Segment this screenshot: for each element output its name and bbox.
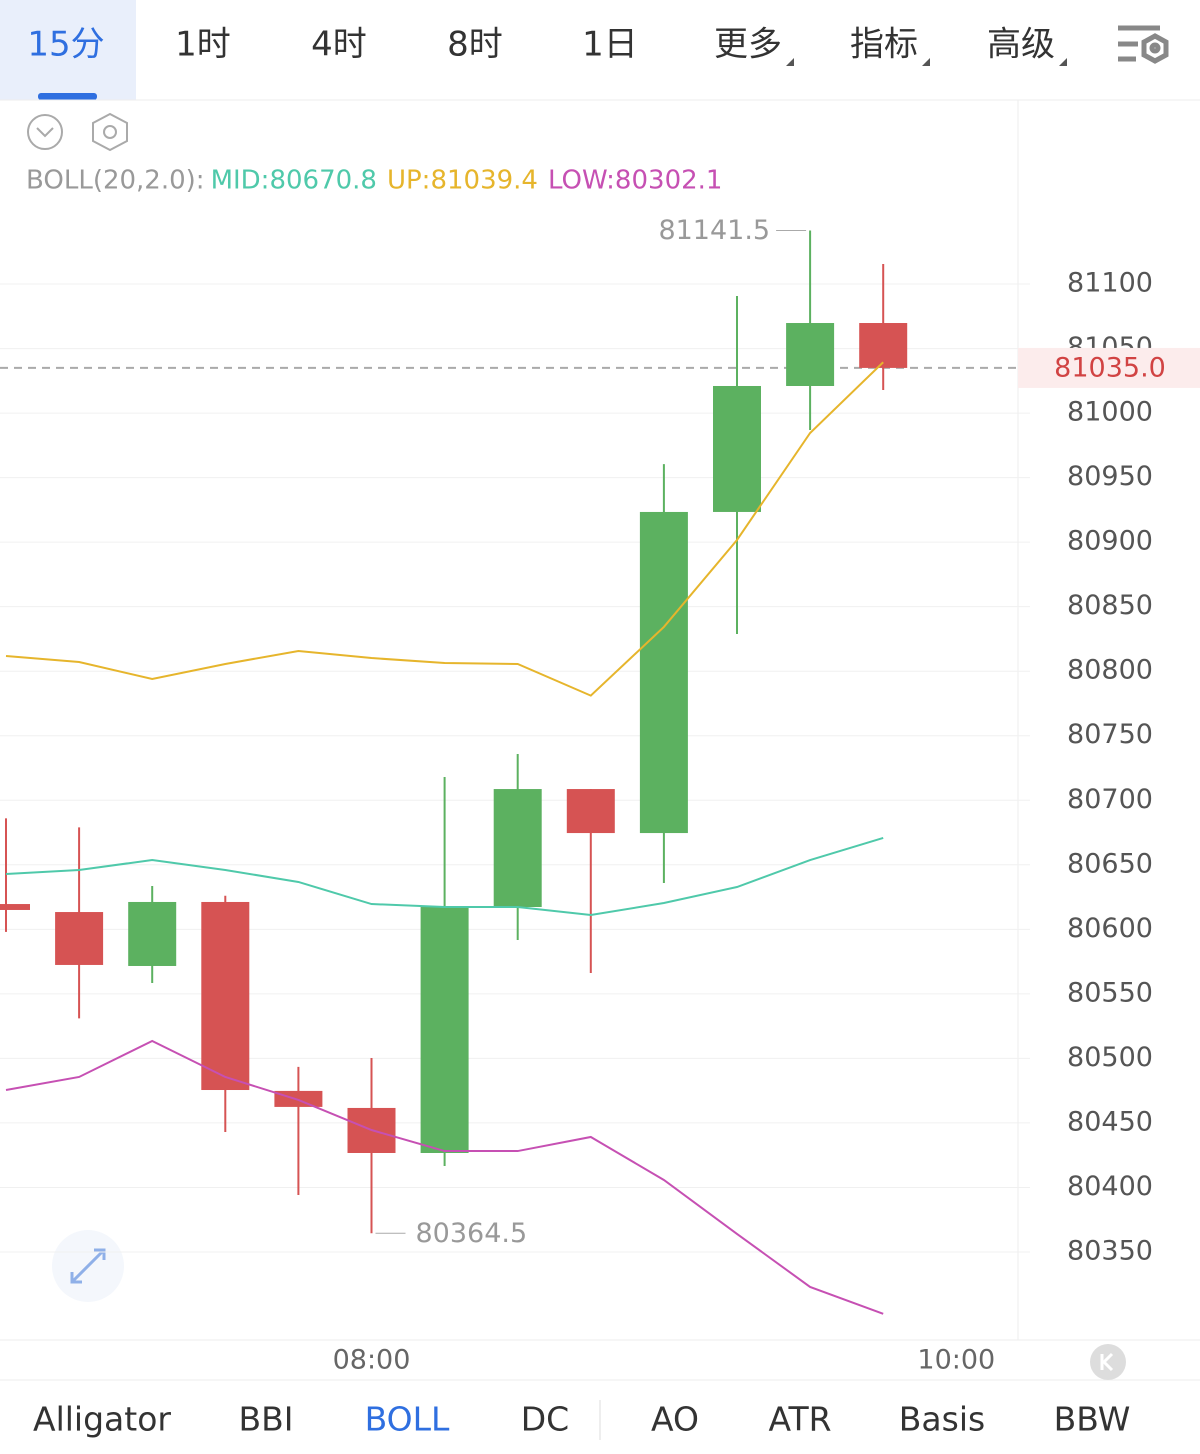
y-tick-label: 80750 xyxy=(1067,719,1153,750)
indicator-tab[interactable]: BBI xyxy=(238,1400,293,1439)
indicator-tab[interactable]: DC xyxy=(521,1400,569,1439)
active-tab-indicator xyxy=(38,93,97,100)
y-tick-label: 80950 xyxy=(1067,461,1153,492)
last-price-tag xyxy=(1018,347,1200,388)
indicator-tab[interactable]: AO xyxy=(651,1400,699,1439)
settings-icon[interactable] xyxy=(1118,25,1169,64)
boll-line xyxy=(5,837,884,917)
high-label: 81141.5 xyxy=(658,215,770,246)
fullscreen-button[interactable] xyxy=(52,1230,124,1302)
legend-entry: LOW:80302.1 xyxy=(548,166,722,196)
indicator-title: BOLL(20,2.0): xyxy=(26,166,205,196)
candle-body xyxy=(493,789,542,908)
candle-body xyxy=(566,789,615,834)
y-tick-label: 80850 xyxy=(1067,590,1153,621)
x-tick-label: 10:00 xyxy=(917,1345,995,1376)
indicator-tab[interactable]: Alligator xyxy=(33,1400,171,1439)
collapse-icon[interactable] xyxy=(27,114,63,150)
y-tick-label: 81100 xyxy=(1067,268,1153,299)
timeframe-tab[interactable]: 4时 xyxy=(311,25,367,65)
legend-entry: MID:80670.8 xyxy=(211,166,377,196)
y-tick-label: 80900 xyxy=(1067,526,1153,557)
k-button[interactable] xyxy=(1090,1344,1126,1380)
candle-body xyxy=(420,907,469,1153)
indicator-tab[interactable]: ATR xyxy=(768,1400,831,1439)
timeframe-tab[interactable]: 1时 xyxy=(175,25,231,65)
y-tick-label: 80550 xyxy=(1067,977,1153,1008)
active-tab-bg xyxy=(0,0,136,100)
y-tick-label: 80700 xyxy=(1067,784,1153,815)
y-tick-label: 80600 xyxy=(1067,913,1153,944)
candle-body xyxy=(639,511,688,834)
legend-entry: UP:81039.4 xyxy=(387,166,538,196)
candle-body xyxy=(713,385,761,512)
indicator-settings-icon[interactable] xyxy=(92,112,128,152)
y-tick-label: 80450 xyxy=(1067,1106,1153,1137)
y-tick-label: 80500 xyxy=(1067,1042,1153,1073)
x-tick-label: 08:00 xyxy=(333,1345,411,1376)
y-tick-label: 80400 xyxy=(1067,1171,1153,1202)
y-tick-label: 80350 xyxy=(1067,1235,1153,1266)
timeframe-tab[interactable]: 1日 xyxy=(582,25,638,65)
candle-body xyxy=(201,901,250,1091)
candle-body xyxy=(0,904,30,910)
dropdown-caret xyxy=(922,58,930,66)
dropdown-caret xyxy=(1059,58,1067,66)
timeframe-tab[interactable]: 指标 xyxy=(850,25,918,65)
timeframe-tab[interactable]: 更多 xyxy=(714,25,782,65)
timeframe-tab[interactable]: 8时 xyxy=(447,25,503,65)
candle-body xyxy=(859,323,908,368)
boll-line xyxy=(5,1039,884,1315)
y-tick-label: 80800 xyxy=(1067,655,1153,686)
y-tick-label: 80650 xyxy=(1067,848,1153,879)
candle-body xyxy=(786,323,835,386)
timeframe-tab[interactable]: 15分 xyxy=(27,25,104,65)
candle-body xyxy=(128,901,177,966)
last-price-label: 81035.0 xyxy=(1054,352,1166,383)
low-label: 80364.5 xyxy=(416,1218,528,1249)
boll-line xyxy=(5,361,884,697)
indicator-tab[interactable]: BOLL xyxy=(365,1400,450,1439)
y-tick-label: 81000 xyxy=(1067,397,1153,428)
candle-body xyxy=(55,912,104,965)
dropdown-caret xyxy=(786,58,794,66)
timeframe-tab[interactable]: 高级 xyxy=(987,25,1055,65)
indicator-tab[interactable]: BBW xyxy=(1054,1400,1131,1439)
indicator-tab[interactable]: Basis xyxy=(899,1400,985,1439)
